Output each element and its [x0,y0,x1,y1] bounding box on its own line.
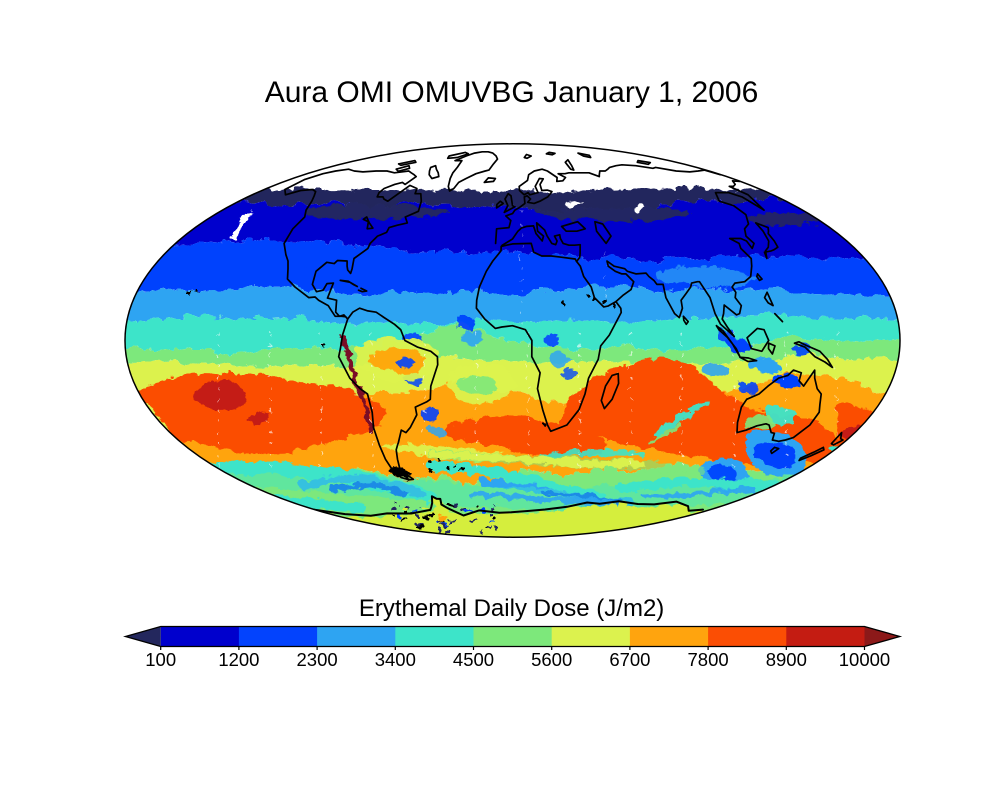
svg-text:8900: 8900 [766,649,807,670]
svg-text:5600: 5600 [531,649,572,670]
svg-text:4500: 4500 [453,649,494,670]
svg-text:3400: 3400 [375,649,416,670]
svg-text:7800: 7800 [688,649,729,670]
svg-text:10000: 10000 [839,649,890,670]
svg-text:Erythemal Daily Dose (J/m2): Erythemal Daily Dose (J/m2) [359,595,664,622]
svg-text:2300: 2300 [297,649,338,670]
svg-text:100: 100 [145,649,176,670]
svg-text:6700: 6700 [609,649,650,670]
svg-text:Aura OMI OMUVBG January 1, 200: Aura OMI OMUVBG January 1, 2006 [265,76,759,109]
svg-text:1200: 1200 [218,649,259,670]
